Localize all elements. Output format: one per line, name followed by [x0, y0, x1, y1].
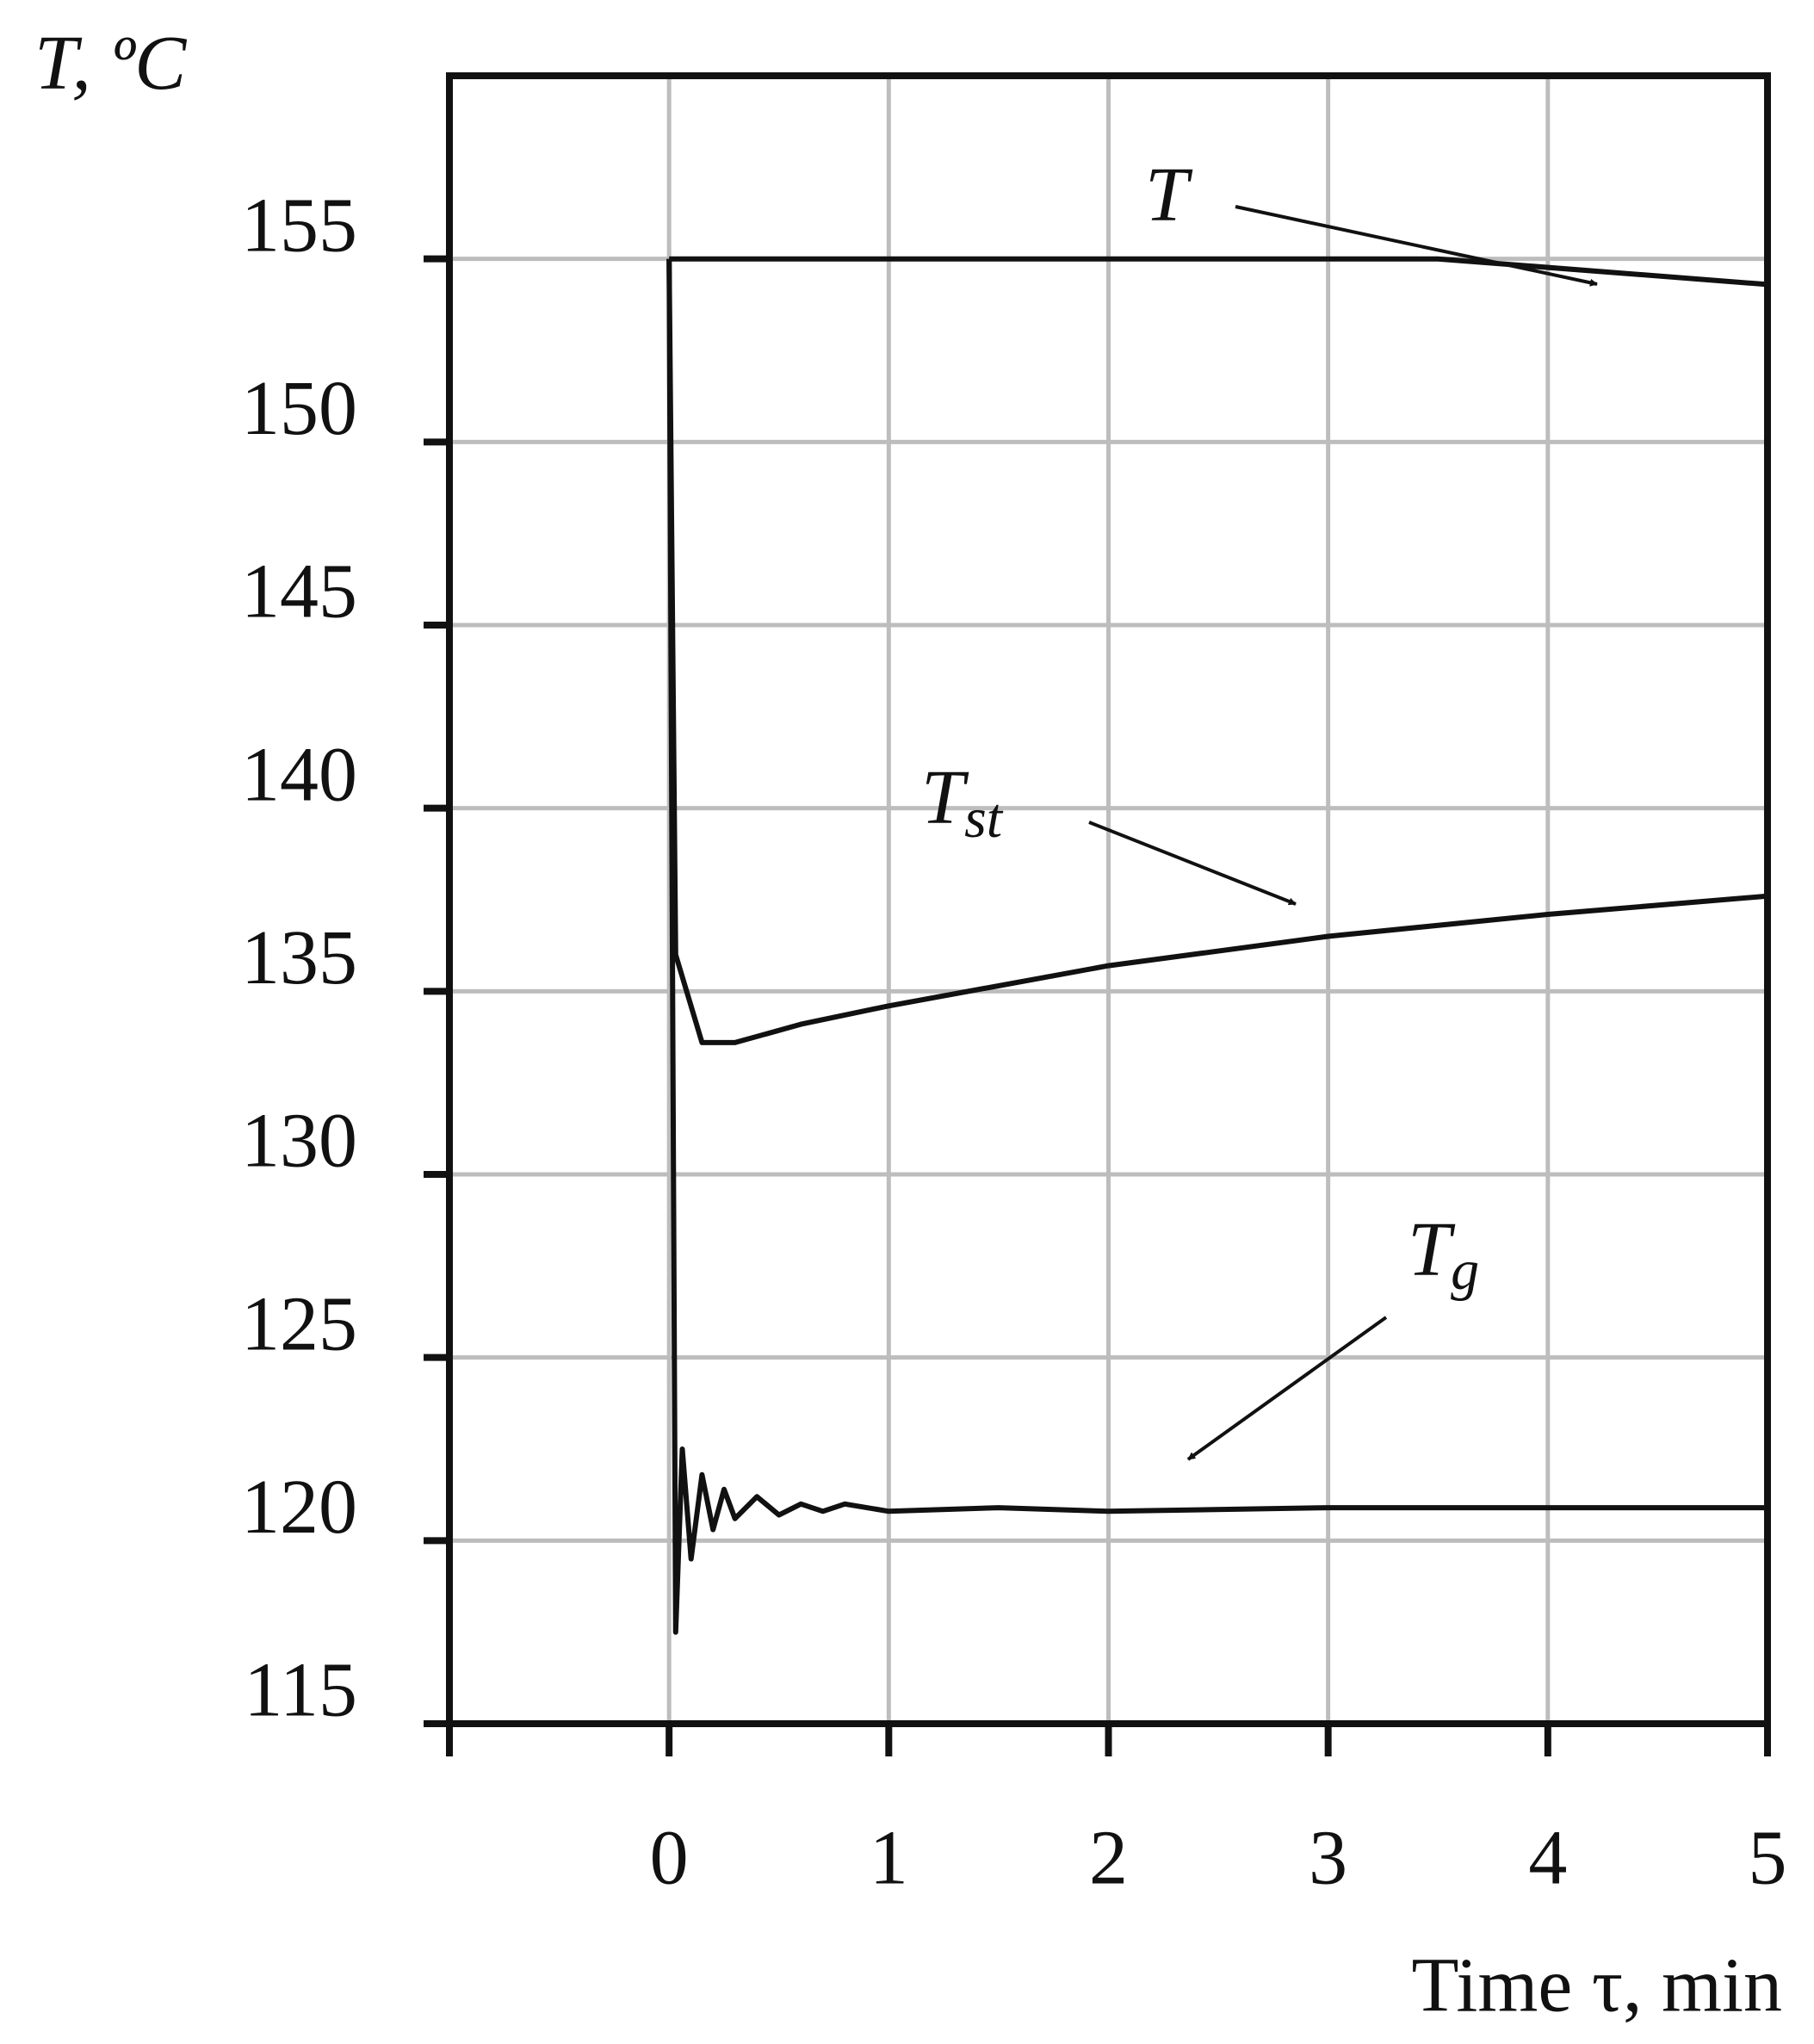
y-tick-label: 140 — [241, 732, 357, 817]
y-tick-label: 155 — [241, 183, 357, 268]
y-axis-label: T, ºC — [34, 21, 187, 106]
annotation-arrow — [1088, 821, 1297, 906]
axes — [424, 72, 1771, 1756]
y-tick-label: 120 — [241, 1465, 357, 1550]
x-tick-label: 1 — [870, 1816, 908, 1901]
annotation-arrow — [1186, 1316, 1388, 1461]
grid — [449, 76, 1770, 1726]
x-axis-label: Time τ, min — [1412, 1943, 1782, 2029]
annotation: T — [1145, 152, 1193, 238]
annotation: Tst — [921, 755, 1004, 850]
annotation-arrow — [1235, 205, 1598, 287]
y-tick-label: 145 — [241, 549, 357, 635]
x-tick-label: 3 — [1309, 1816, 1347, 1901]
y-tick-label: 115 — [244, 1648, 357, 1733]
lines — [666, 256, 1768, 1635]
series-line — [666, 258, 1768, 1045]
x-tick-label: 4 — [1528, 1816, 1567, 1901]
x-tick-label: 2 — [1089, 1816, 1128, 1901]
y-tick-label: 150 — [241, 366, 357, 451]
y-tick-label: 135 — [241, 915, 357, 1000]
x-tick-label: 0 — [650, 1816, 689, 1901]
x-tick-label: 5 — [1749, 1816, 1787, 1901]
y-tick-label: 130 — [241, 1099, 357, 1184]
annotation: Tg — [1408, 1207, 1479, 1302]
y-tick-label: 125 — [241, 1281, 357, 1366]
series-line — [669, 256, 1768, 288]
series-line — [666, 258, 1768, 1635]
